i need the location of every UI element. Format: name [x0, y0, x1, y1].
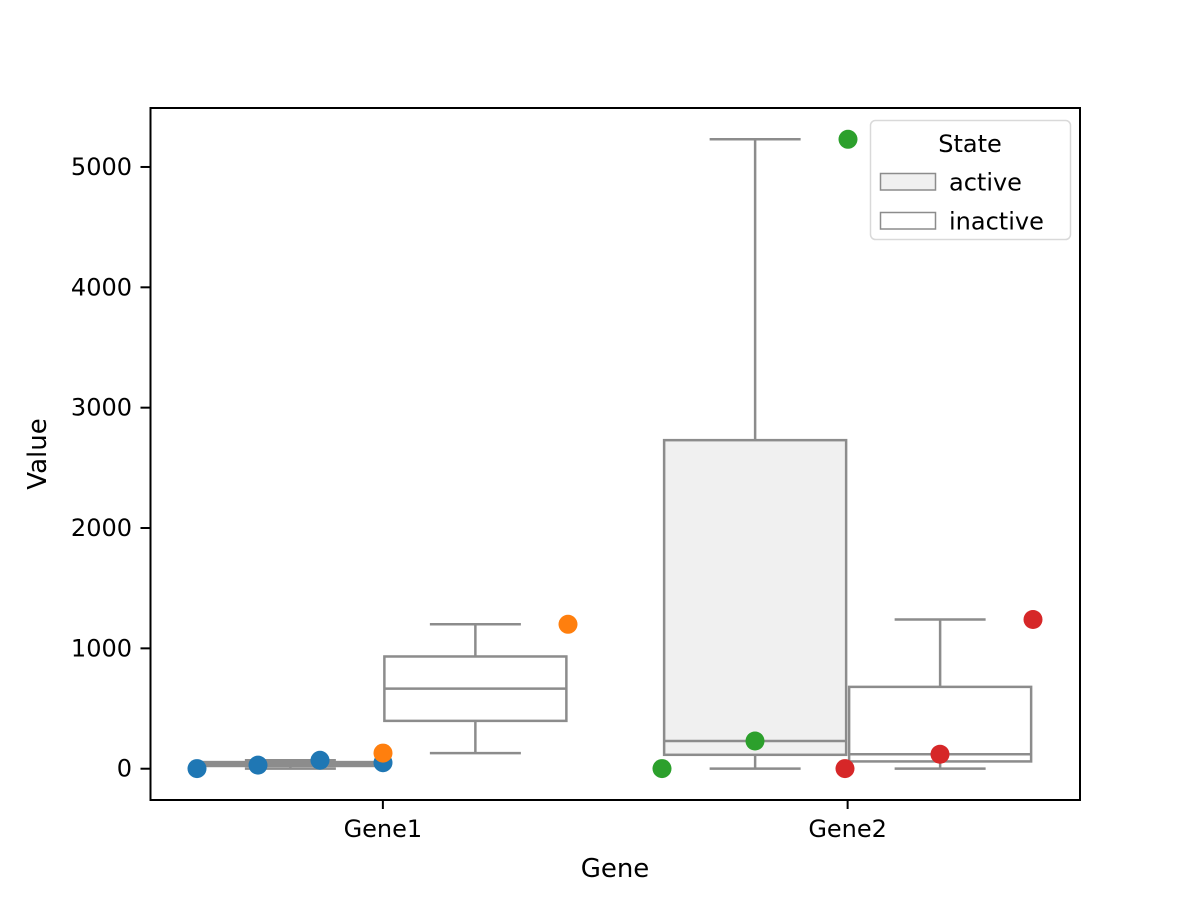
data-point-gene1-active [248, 755, 268, 775]
data-point-gene1-inactive [558, 614, 578, 634]
data-point-gene1-active [187, 759, 207, 779]
plot-border [149, 107, 1081, 801]
y-tick-label: 0 [117, 755, 132, 783]
legend-swatch-active [879, 172, 937, 191]
legend-swatch-inactive [879, 211, 937, 230]
plot-area: 0 1000 2000 3000 4000 5000 Gene1 Gene2 [71, 129, 1043, 843]
y-tick-label: 5000 [71, 153, 132, 181]
legend-frame [869, 119, 1072, 241]
data-point-gene2-inactive [835, 759, 855, 779]
y-axis-label: Value [23, 418, 53, 489]
y-tick-label: 1000 [71, 634, 132, 662]
data-point-gene1-inactive [373, 743, 393, 763]
data-point-gene2-active [745, 731, 765, 751]
data-point-gene1-active [310, 750, 330, 770]
x-tick-label: Gene2 [808, 815, 887, 843]
data-point-gene2-active [838, 129, 858, 149]
legend: State active inactive [869, 119, 1072, 241]
legend-label-inactive: inactive [949, 208, 1044, 236]
box-gene2-active [662, 438, 848, 757]
legend-label-active: active [949, 169, 1022, 197]
data-point-gene2-inactive [930, 744, 950, 764]
x-axis-label: Gene [581, 854, 650, 884]
data-point-gene2-inactive [1023, 609, 1043, 629]
data-point-gene2-active [652, 759, 672, 779]
x-tick-label: Gene1 [344, 815, 423, 843]
y-tick-label: 4000 [71, 273, 132, 301]
legend-title: State [938, 130, 1002, 158]
y-tick-label: 2000 [71, 514, 132, 542]
y-tick-label: 3000 [71, 394, 132, 422]
